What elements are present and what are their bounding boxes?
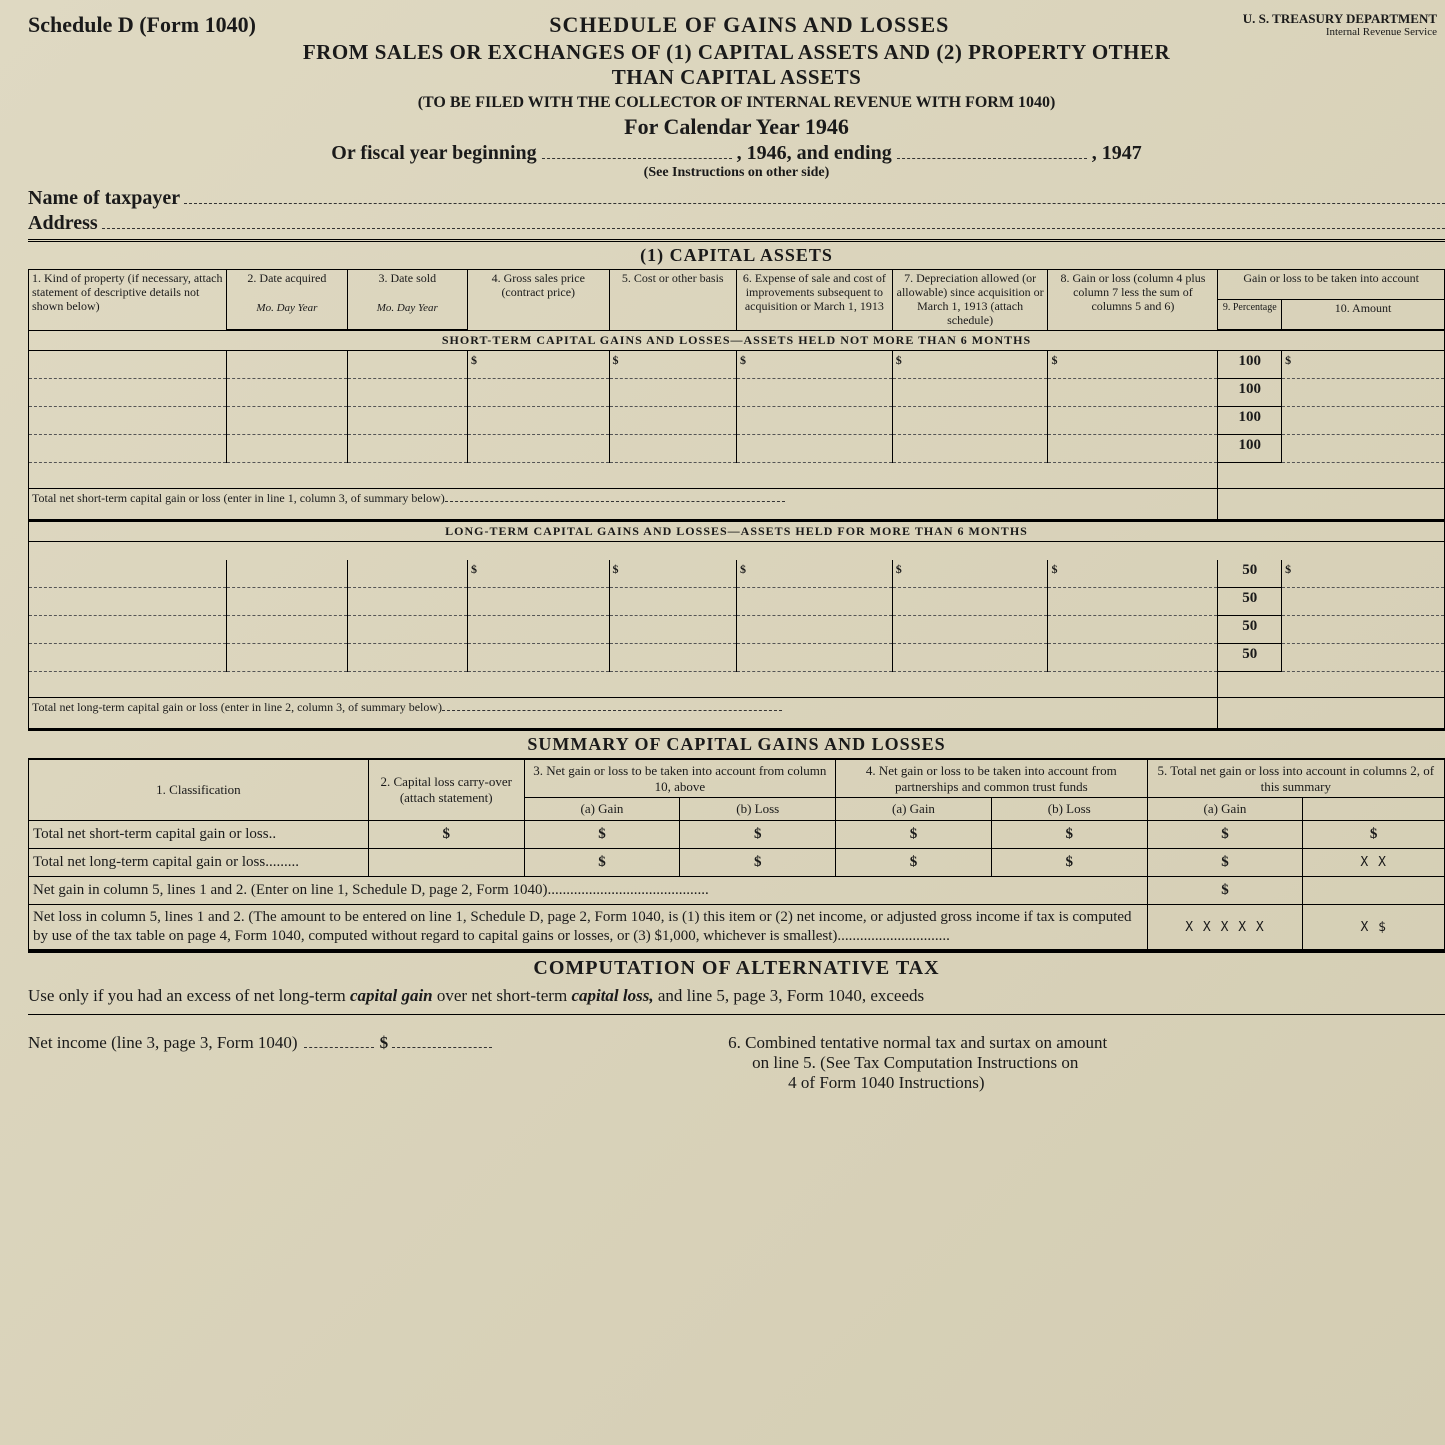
long-total-amount[interactable] xyxy=(1218,698,1445,730)
capital-assets-heading: (1) CAPITAL ASSETS xyxy=(28,242,1445,270)
col6-header: 6. Expense of sale and cost of improveme… xyxy=(736,270,892,329)
taxpayer-name-label: Name of taxpayer xyxy=(28,187,180,210)
sub-title-1: FROM SALES OR EXCHANGES OF (1) CAPITAL A… xyxy=(28,40,1445,65)
fiscal-year-line: Or fiscal year beginning , 1946, and end… xyxy=(28,142,1445,165)
long-pct-1: 50 xyxy=(1218,588,1282,616)
sum-col4: 4. Net gain or loss to be taken into acc… xyxy=(836,760,1148,798)
fiscal-end-field[interactable] xyxy=(897,147,1087,159)
col9-header: 9. Percentage xyxy=(1218,300,1282,330)
dept-name: U. S. TREASURY DEPARTMENT xyxy=(1243,12,1437,26)
header-block: FROM SALES OR EXCHANGES OF (1) CAPITAL A… xyxy=(28,40,1445,181)
long-term-table: LONG-TERM CAPITAL GAINS AND LOSSES—ASSET… xyxy=(28,522,1445,731)
sum-4b: (b) Loss xyxy=(991,798,1147,821)
short-pct-1: 100 xyxy=(1218,379,1282,407)
title-block: SCHEDULE OF GAINS AND LOSSES xyxy=(256,12,1243,38)
xx-marks-1: X X xyxy=(1303,848,1445,876)
sum-col3: 3. Net gain or loss to be taken into acc… xyxy=(524,760,836,798)
sum-3b: (b) Loss xyxy=(680,798,836,821)
dept-block: U. S. TREASURY DEPARTMENT Internal Reven… xyxy=(1243,12,1445,38)
line6-text-2: on line 5. (See Tax Computation Instruct… xyxy=(728,1053,1445,1073)
filed-with: (TO BE FILED WITH THE COLLECTOR OF INTER… xyxy=(28,94,1445,112)
net-gain-text: Net gain in column 5, lines 1 and 2. (En… xyxy=(33,882,547,898)
col1-header: 1. Kind of property (if necessary, attac… xyxy=(29,270,227,329)
gain-loss-header: Gain or loss to be taken into account xyxy=(1218,270,1445,299)
sum-col1: 1. Classification xyxy=(29,760,369,821)
col10-header: 10. Amount xyxy=(1282,300,1445,330)
short-pct-2: 100 xyxy=(1218,407,1282,435)
capital-assets-table: 1. Kind of property (if necessary, attac… xyxy=(28,270,1445,330)
header-top-row: Schedule D (Form 1040) SCHEDULE OF GAINS… xyxy=(28,12,1445,38)
net-gain-amount[interactable] xyxy=(1147,877,1303,905)
summary-table: 1. Classification 2. Capital loss carry-… xyxy=(28,759,1445,877)
col5-header: 5. Cost or other basis xyxy=(609,270,736,329)
sum-4a: (a) Gain xyxy=(836,798,992,821)
line6-block: 6. Combined tentative normal tax and sur… xyxy=(708,1033,1445,1093)
xx-marks-3: X $ xyxy=(1303,905,1445,950)
sum-3a: (a) Gain xyxy=(524,798,680,821)
short-pct-0: 100 xyxy=(1218,351,1282,379)
short-pct-3: 100 xyxy=(1218,435,1282,463)
hr-after-note xyxy=(28,1014,1445,1015)
alt-tax-heading: COMPUTATION OF ALTERNATIVE TAX xyxy=(28,953,1445,984)
sum-col2: 2. Capital loss carry-over (attach state… xyxy=(368,760,524,821)
col7-header: 7. Depreciation allowed (or allowable) s… xyxy=(892,270,1048,329)
fiscal-begin-field[interactable] xyxy=(542,147,732,159)
line6-text-3: 4 of Form 1040 Instructions) xyxy=(728,1073,1445,1093)
fiscal-end-year: , 1947 xyxy=(1092,142,1142,164)
long-pct-2: 50 xyxy=(1218,616,1282,644)
long-total-label: Total net long-term capital gain or loss… xyxy=(32,700,442,714)
sum-5a: (a) Gain xyxy=(1147,798,1303,821)
alt-tax-bottom: Net income (line 3, page 3, Form 1040) $… xyxy=(28,1033,1445,1093)
form-container: Schedule D (Form 1040) SCHEDULE OF GAINS… xyxy=(0,0,1445,1445)
net-loss-text: Net loss in column 5, lines 1 and 2. (Th… xyxy=(33,909,1132,944)
address-row: Address xyxy=(28,212,1445,235)
col2-monthday: Mo. Day Year xyxy=(227,300,347,330)
see-instructions: (See Instructions on other side) xyxy=(28,165,1445,181)
sum-col5: 5. Total net gain or loss into account i… xyxy=(1147,760,1444,798)
col4-header: 4. Gross sales price (contract price) xyxy=(467,270,609,329)
fiscal-mid: , 1946, and ending xyxy=(737,142,892,164)
sum-5b xyxy=(1303,798,1445,821)
long-pct-3: 50 xyxy=(1218,644,1282,672)
col3-monthday: Mo. Day Year xyxy=(347,300,467,330)
line6-text-1: 6. Combined tentative normal tax and sur… xyxy=(728,1033,1445,1053)
short-term-table: SHORT-TERM CAPITAL GAINS AND LOSSES—ASSE… xyxy=(28,330,1445,522)
col3-header: 3. Date sold xyxy=(347,270,467,299)
form-id: Schedule D (Form 1040) xyxy=(28,12,256,38)
sum-row2-label: Total net long-term capital gain or loss xyxy=(33,854,265,870)
sub-title-2: THAN CAPITAL ASSETS xyxy=(28,65,1445,90)
summary-net-table: Net gain in column 5, lines 1 and 2. (En… xyxy=(28,877,1445,950)
short-total-label: Total net short-term capital gain or los… xyxy=(32,491,445,505)
net-income-label: Net income (line 3, page 3, Form 1040) xyxy=(28,1033,298,1053)
sum-row1-label: Total net short-term capital gain or los… xyxy=(33,826,269,842)
dept-sub: Internal Revenue Service xyxy=(1243,26,1437,38)
address-label: Address xyxy=(28,212,98,235)
short-term-heading: SHORT-TERM CAPITAL GAINS AND LOSSES—ASSE… xyxy=(29,331,1445,351)
col8-header: 8. Gain or loss (column 4 plus column 7 … xyxy=(1048,270,1218,329)
alt-tax-note: Use only if you had an excess of net lon… xyxy=(28,984,1445,1008)
taxpayer-name-row: Name of taxpayer xyxy=(28,187,1445,210)
col2-header: 2. Date acquired xyxy=(227,270,347,299)
long-term-heading: LONG-TERM CAPITAL GAINS AND LOSSES—ASSET… xyxy=(29,522,1445,542)
calendar-year: For Calendar Year 1946 xyxy=(28,114,1445,140)
main-title: SCHEDULE OF GAINS AND LOSSES xyxy=(256,12,1243,38)
long-pct-0: 50 xyxy=(1218,560,1282,588)
short-total-amount[interactable] xyxy=(1218,489,1445,521)
xx-marks-2: X X X X X xyxy=(1147,905,1303,950)
address-field[interactable] xyxy=(102,215,1445,229)
fiscal-prefix: Or fiscal year beginning xyxy=(331,142,536,164)
taxpayer-name-field[interactable] xyxy=(184,190,1445,204)
summary-heading: SUMMARY OF CAPITAL GAINS AND LOSSES xyxy=(28,731,1445,759)
